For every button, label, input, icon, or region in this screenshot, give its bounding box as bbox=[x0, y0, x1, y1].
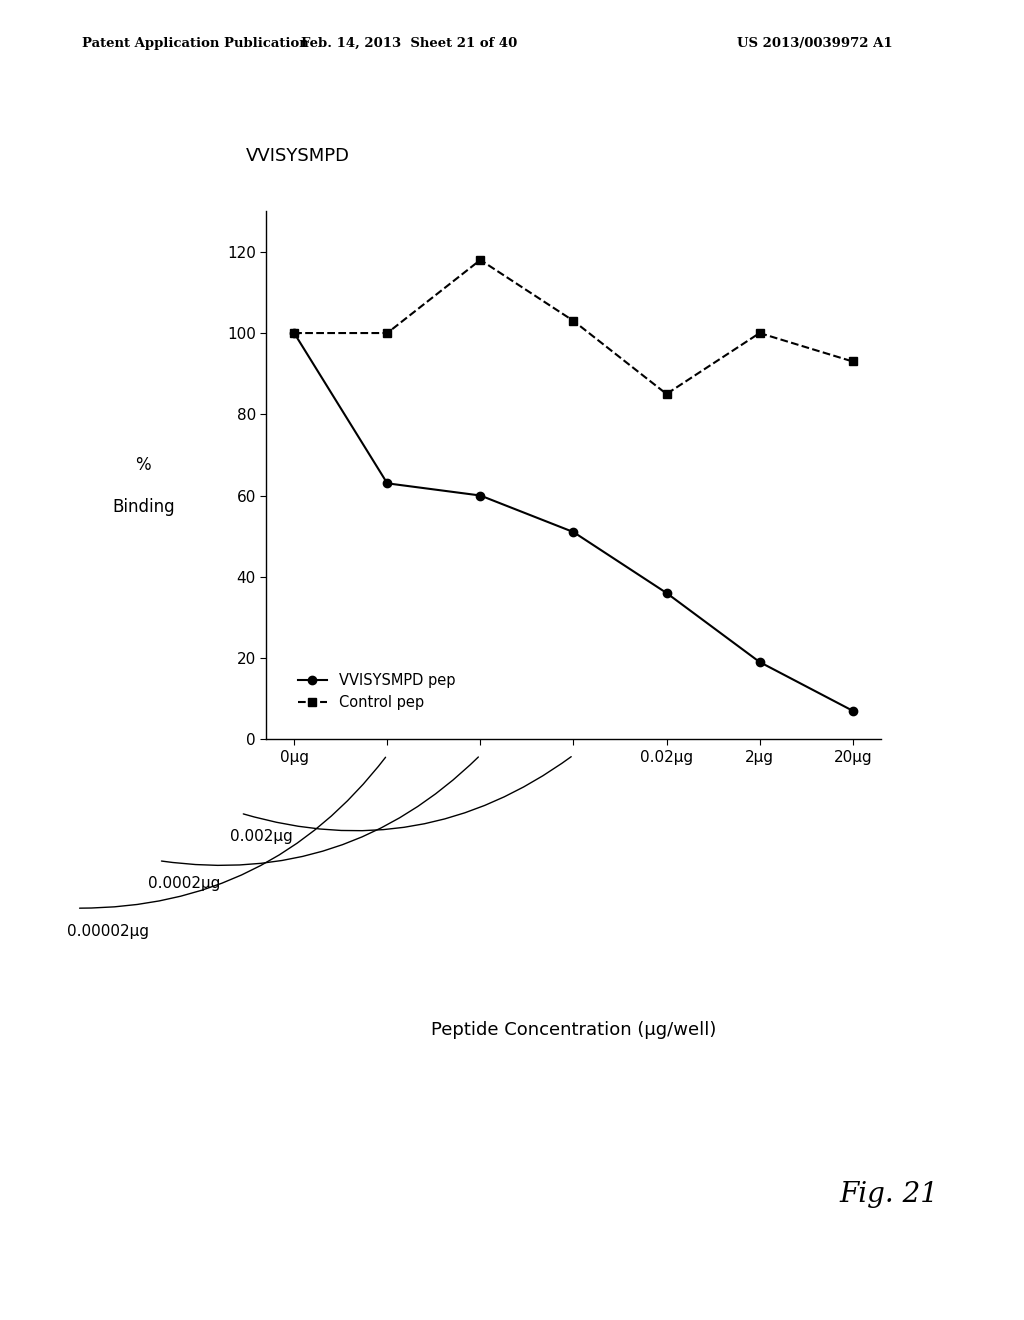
Control pep bbox=[567, 313, 580, 329]
Text: %: % bbox=[135, 455, 152, 474]
VVISYSMPD pep bbox=[847, 702, 859, 718]
Text: VVISYSMPD: VVISYSMPD bbox=[246, 147, 350, 165]
VVISYSMPD pep bbox=[660, 585, 673, 601]
VVISYSMPD pep bbox=[381, 475, 393, 491]
Line: Control pep: Control pep bbox=[290, 256, 857, 399]
Control pep bbox=[660, 385, 673, 401]
Text: 0.00002μg: 0.00002μg bbox=[67, 924, 148, 939]
VVISYSMPD pep bbox=[288, 325, 300, 341]
Text: US 2013/0039972 A1: US 2013/0039972 A1 bbox=[737, 37, 893, 50]
Text: Binding: Binding bbox=[112, 498, 175, 516]
Text: Patent Application Publication: Patent Application Publication bbox=[82, 37, 308, 50]
VVISYSMPD pep bbox=[754, 655, 766, 671]
Text: Feb. 14, 2013  Sheet 21 of 40: Feb. 14, 2013 Sheet 21 of 40 bbox=[301, 37, 518, 50]
Control pep bbox=[288, 325, 300, 341]
Text: Fig. 21: Fig. 21 bbox=[840, 1181, 939, 1208]
Text: Peptide Concentration (μg/well): Peptide Concentration (μg/well) bbox=[431, 1020, 716, 1039]
Control pep bbox=[474, 252, 486, 268]
Control pep bbox=[847, 354, 859, 370]
VVISYSMPD pep bbox=[567, 524, 580, 540]
Line: VVISYSMPD pep: VVISYSMPD pep bbox=[290, 329, 857, 715]
VVISYSMPD pep bbox=[474, 487, 486, 503]
Legend: VVISYSMPD pep, Control pep: VVISYSMPD pep, Control pep bbox=[292, 667, 461, 715]
Text: 0.0002μg: 0.0002μg bbox=[148, 876, 221, 891]
Text: 0.002μg: 0.002μg bbox=[230, 829, 293, 843]
Control pep bbox=[754, 325, 766, 341]
Control pep bbox=[381, 325, 393, 341]
